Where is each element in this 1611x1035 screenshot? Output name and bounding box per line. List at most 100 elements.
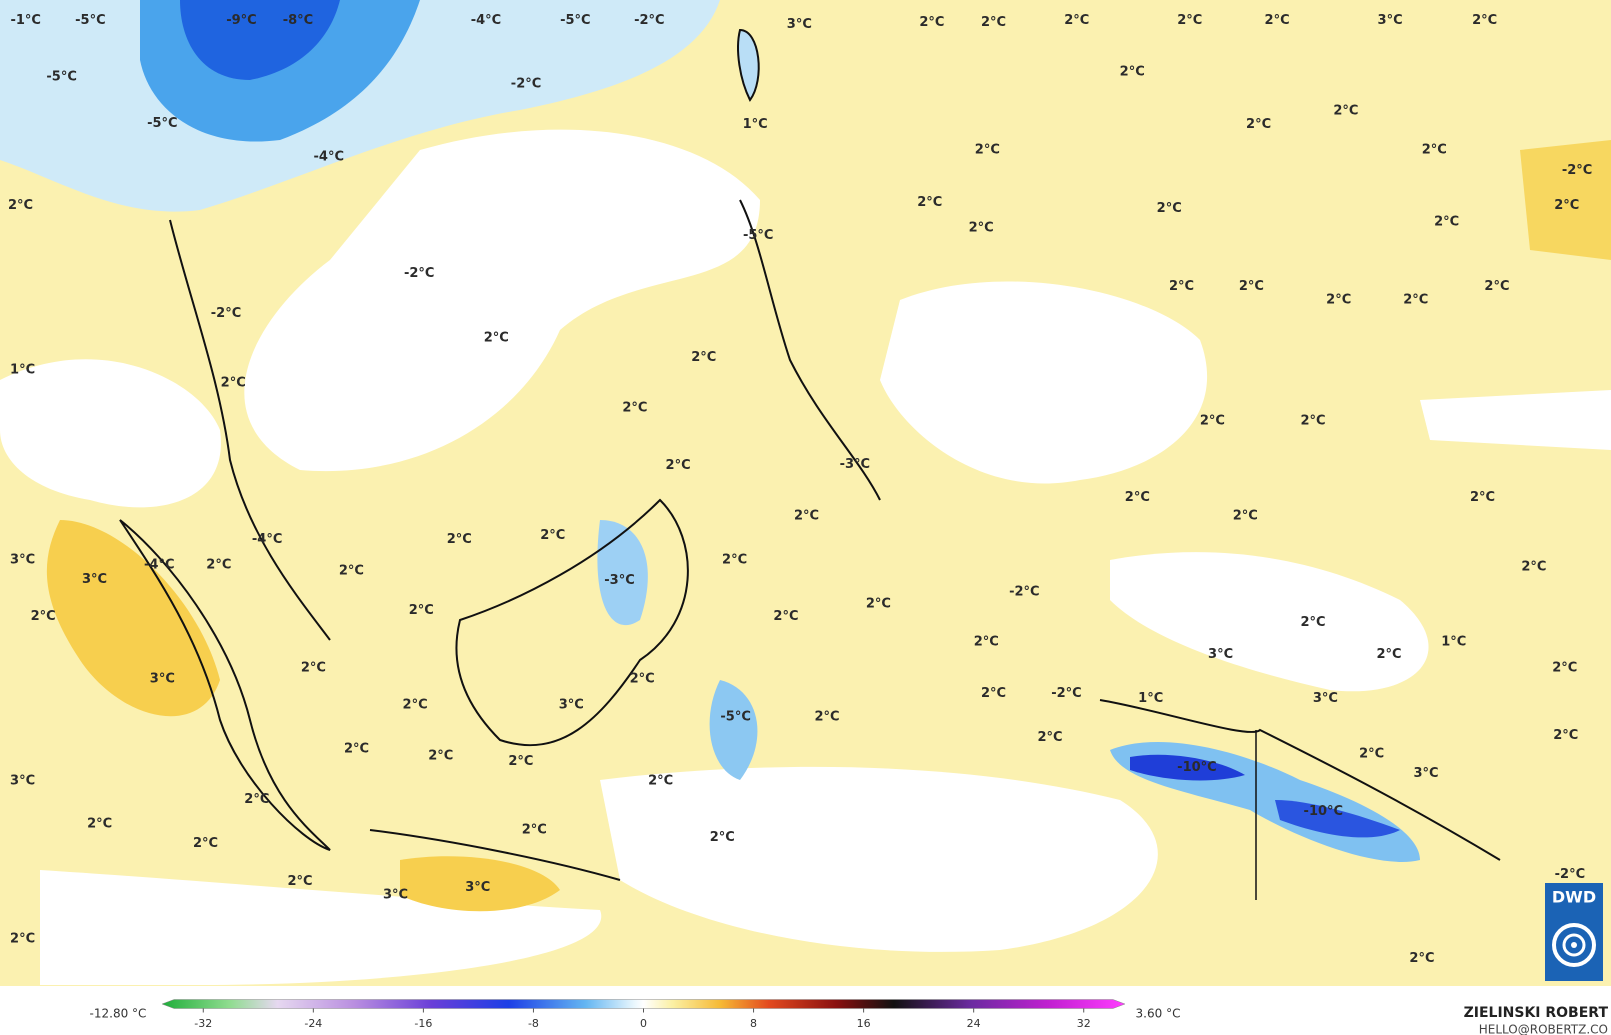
temp-label: 2°C xyxy=(1301,414,1326,429)
colorbar-tick-label: -32 xyxy=(194,1017,212,1030)
temp-label: 2°C xyxy=(428,749,453,764)
temp-label: 2°C xyxy=(981,15,1006,30)
temperature-labels: -1°C -5°C -9°C -8°C -4°C -5°C -2°C 3°C 2°C 2°C 2°C… xyxy=(8,13,1592,966)
temp-label: -2°C xyxy=(511,77,541,92)
temp-label: 2°C xyxy=(666,458,691,473)
temp-label: 2°C xyxy=(917,195,942,210)
temp-label: 2°C xyxy=(193,836,218,851)
temp-label: -4°C xyxy=(314,150,344,165)
temp-label: 2°C xyxy=(710,830,735,845)
temp-label: 2°C xyxy=(815,710,840,725)
temp-label: -8°C xyxy=(283,13,313,28)
temp-label: 2°C xyxy=(1521,560,1546,575)
temp-label: -5°C xyxy=(46,70,76,85)
temp-label: 2°C xyxy=(981,686,1006,701)
temp-label: 1°C xyxy=(1441,635,1466,650)
colorbar-tick-label: 0 xyxy=(640,1017,647,1030)
temp-label: 2°C xyxy=(622,400,647,415)
temp-label: 3°C xyxy=(787,17,812,32)
temp-label: 2°C xyxy=(540,528,565,543)
temp-label: -2°C xyxy=(1555,867,1585,882)
colorbar-tick-label: 32 xyxy=(1077,1017,1091,1030)
footer-bg xyxy=(0,986,1611,1035)
colorbar-tick-label: -16 xyxy=(414,1017,432,1030)
temp-label: -9°C xyxy=(226,13,256,28)
colorbar-tick-label: 8 xyxy=(750,1017,757,1030)
temp-label: 2°C xyxy=(484,331,509,346)
temp-label: 2°C xyxy=(522,823,547,838)
temp-label: 1°C xyxy=(10,362,35,377)
temp-label: 2°C xyxy=(648,773,673,788)
colorbar-tick-label: 16 xyxy=(857,1017,871,1030)
colorbar-tick-label: 24 xyxy=(967,1017,981,1030)
temp-label: 2°C xyxy=(1553,728,1578,743)
credit-email: HELLO@ROBERTZ.CO xyxy=(1479,1023,1608,1035)
temp-label: 2°C xyxy=(773,609,798,624)
temp-label: 2°C xyxy=(287,874,312,889)
temp-label: 2°C xyxy=(1552,660,1577,675)
credit-name: ZIELINSKI ROBERT xyxy=(1464,1005,1609,1021)
temp-label: -4°C xyxy=(471,13,501,28)
temp-label: -10°C xyxy=(1304,804,1344,819)
temp-label: 2°C xyxy=(1301,615,1326,630)
temp-label: 2°C xyxy=(1359,747,1384,762)
temp-label: 3°C xyxy=(1378,13,1403,28)
temp-label: -5°C xyxy=(560,13,590,28)
map-field xyxy=(0,0,1611,986)
colorbar-max-label: 3.60 °C xyxy=(1136,1007,1181,1021)
temp-label: 2°C xyxy=(974,635,999,650)
colorbar-tick-label: -8 xyxy=(528,1017,539,1030)
temp-label: 3°C xyxy=(1208,647,1233,662)
temp-label: 3°C xyxy=(10,773,35,788)
temp-label: 2°C xyxy=(1064,13,1089,28)
temp-label: 2°C xyxy=(1377,647,1402,662)
temp-label: 2°C xyxy=(1326,293,1351,308)
temp-label: -2°C xyxy=(1562,163,1592,178)
temp-label: 2°C xyxy=(1409,951,1434,966)
temp-label: 2°C xyxy=(975,143,1000,158)
dwd-logo: DWD xyxy=(1545,883,1603,981)
logo-text: DWD xyxy=(1552,888,1596,907)
temp-label: 2°C xyxy=(1177,13,1202,28)
temp-label: 2°C xyxy=(794,508,819,523)
temp-label: 2°C xyxy=(1434,214,1459,229)
temp-label: 2°C xyxy=(1554,198,1579,213)
temp-label: 2°C xyxy=(866,597,891,612)
temp-label: 2°C xyxy=(8,198,33,213)
temp-label: 2°C xyxy=(1246,117,1271,132)
temp-label: 2°C xyxy=(206,558,231,573)
temp-label: 2°C xyxy=(1422,143,1447,158)
colorbar xyxy=(161,999,1126,1009)
temp-label: 2°C xyxy=(1169,279,1194,294)
temp-label: 3°C xyxy=(1414,766,1439,781)
temp-label: 2°C xyxy=(508,754,533,769)
temp-label: 2°C xyxy=(1333,103,1358,118)
temp-label: 2°C xyxy=(1472,13,1497,28)
temp-label: 3°C xyxy=(559,697,584,712)
temp-label: -4°C xyxy=(252,532,282,547)
temp-label: 2°C xyxy=(1157,201,1182,216)
colorbar-tick-label: -24 xyxy=(304,1017,322,1030)
temp-label: 2°C xyxy=(1265,13,1290,28)
temp-label: 2°C xyxy=(1470,490,1495,505)
temp-label: 3°C xyxy=(1313,691,1338,706)
temp-label: -2°C xyxy=(404,266,434,281)
temp-label: -3°C xyxy=(604,573,634,588)
temp-label: -5°C xyxy=(743,228,773,243)
temp-label: 2°C xyxy=(1233,508,1258,523)
temp-label: -5°C xyxy=(720,710,750,725)
temp-label: -2°C xyxy=(211,306,241,321)
temp-label: 2°C xyxy=(1125,490,1150,505)
temp-label: 2°C xyxy=(10,932,35,947)
temp-label: 1°C xyxy=(743,117,768,132)
temp-label: 3°C xyxy=(465,880,490,895)
temp-label: 2°C xyxy=(1200,414,1225,429)
temp-label: -2°C xyxy=(1009,584,1039,599)
temp-label: 2°C xyxy=(301,660,326,675)
temp-label: 3°C xyxy=(10,552,35,567)
temp-label: 2°C xyxy=(221,376,246,391)
temp-label: 2°C xyxy=(1403,293,1428,308)
temp-label: 2°C xyxy=(31,609,56,624)
temp-label: -1°C xyxy=(10,13,40,28)
